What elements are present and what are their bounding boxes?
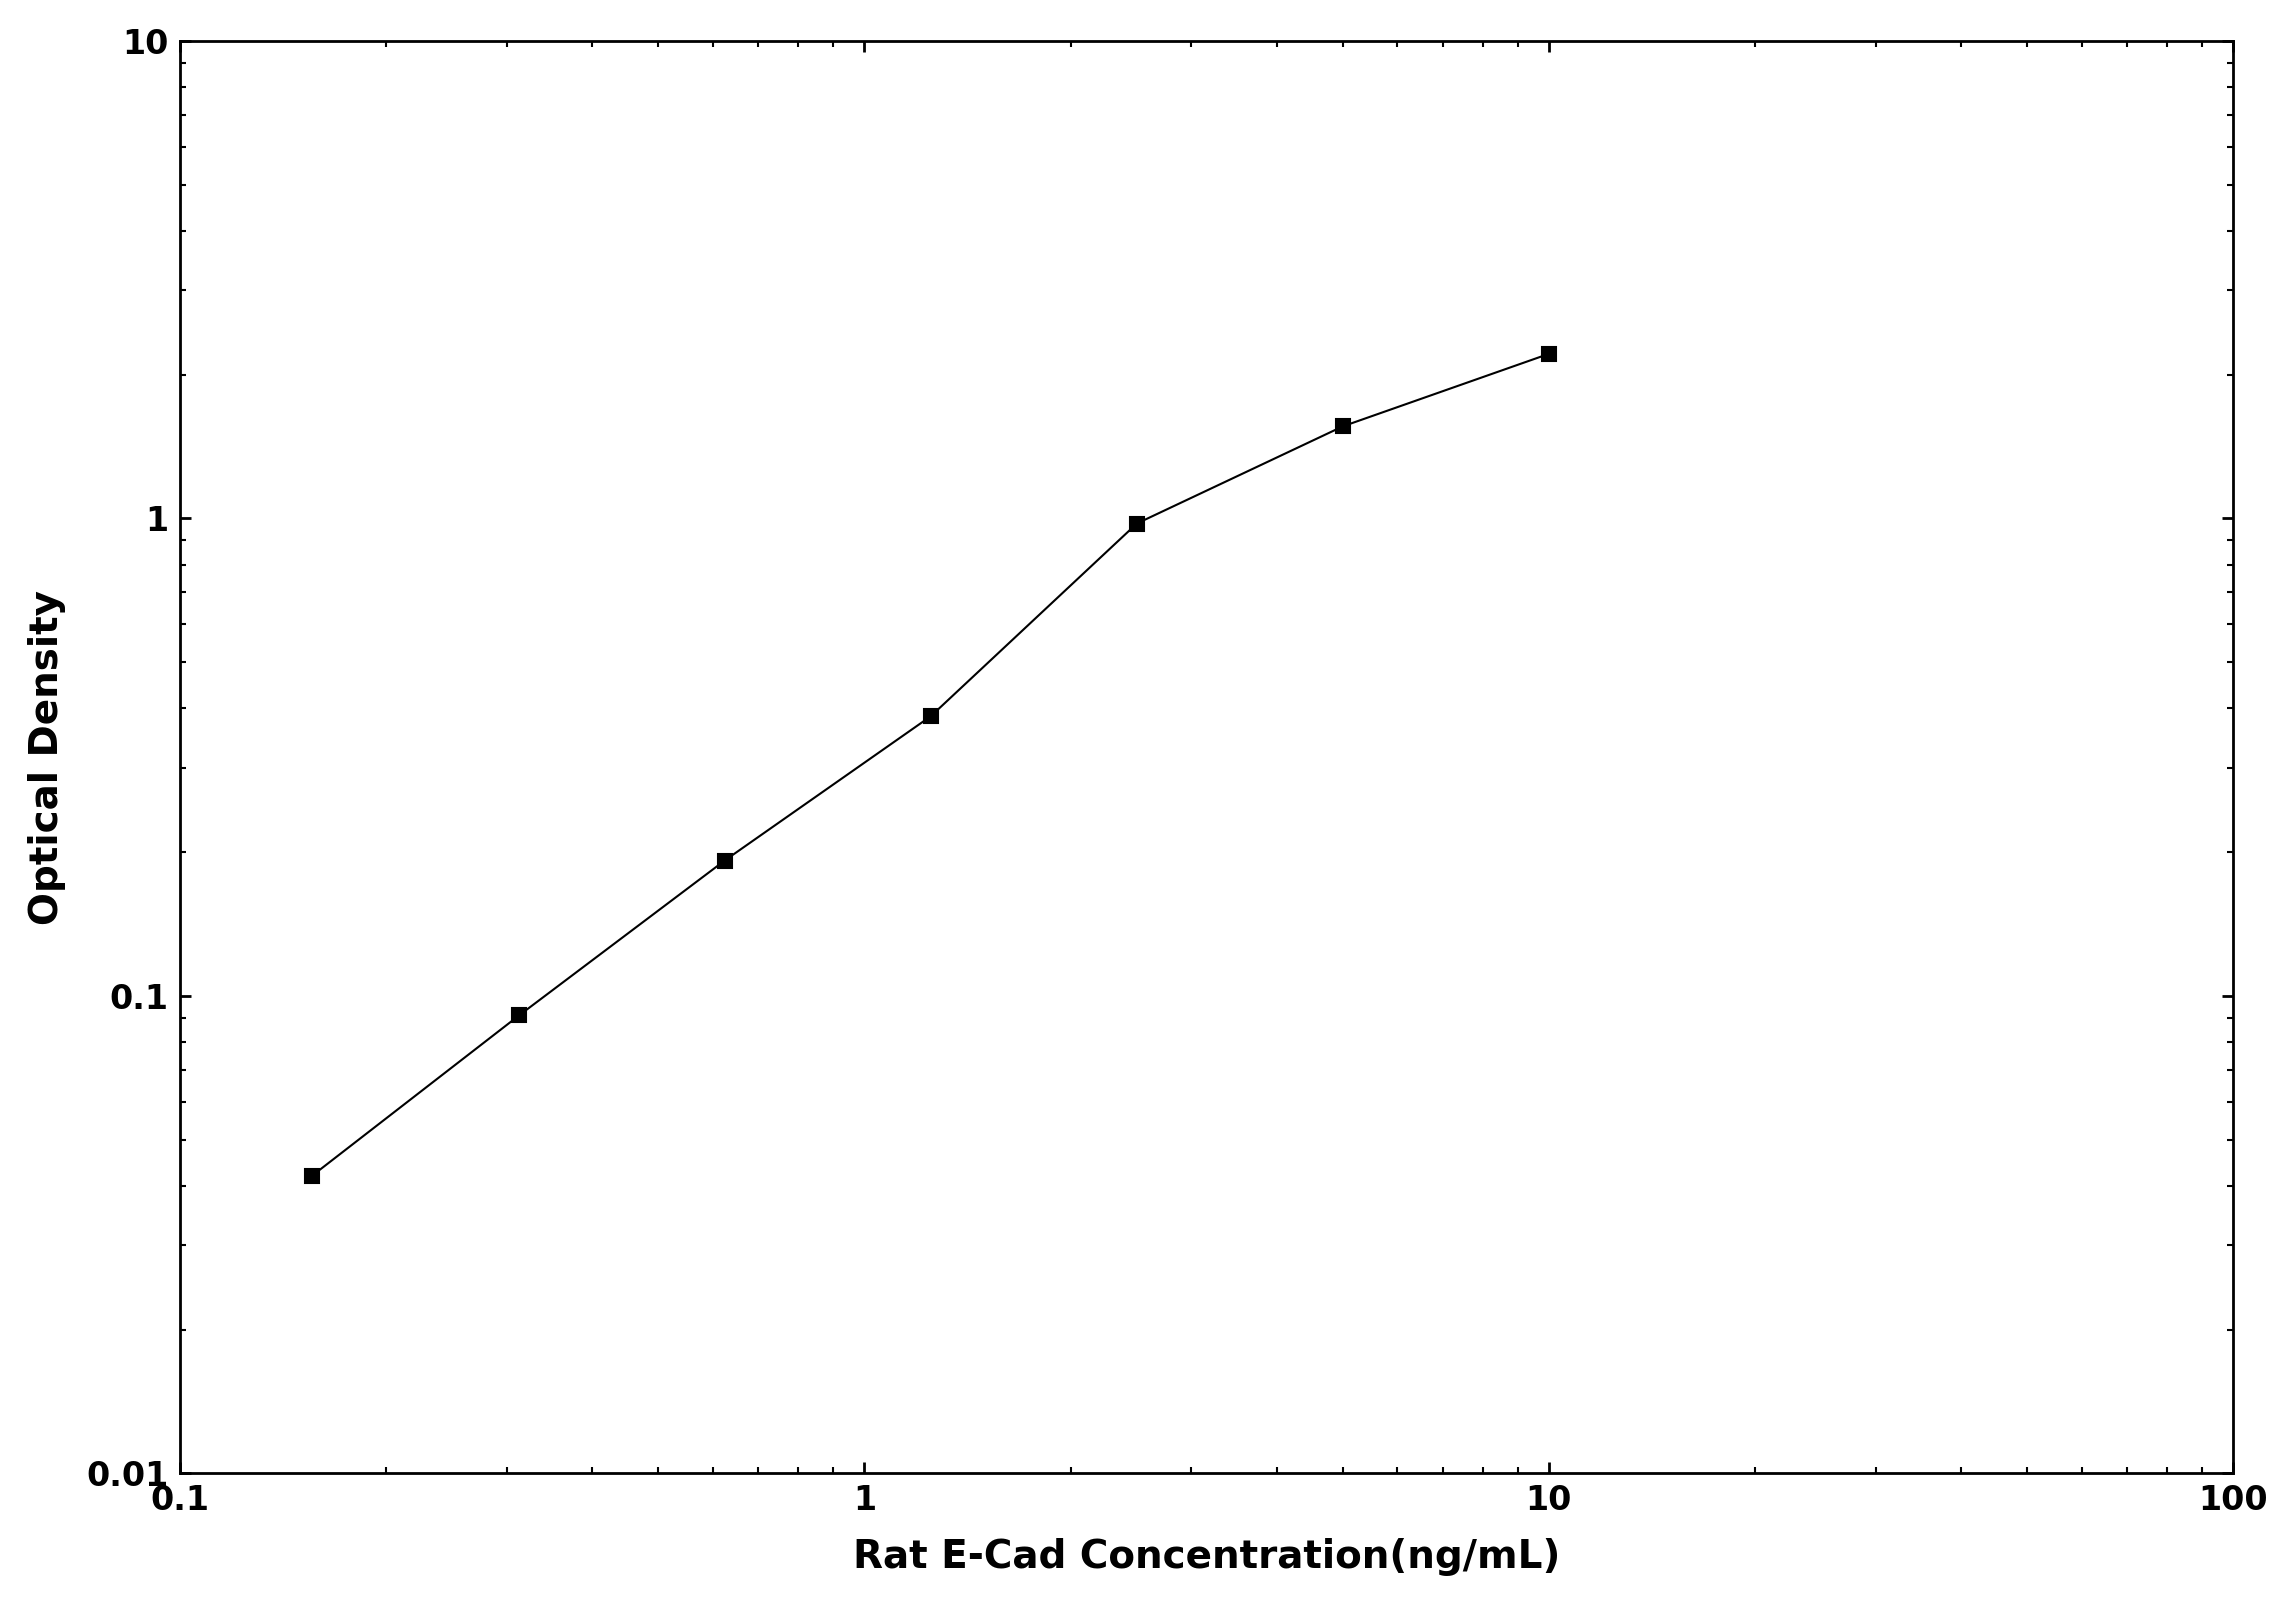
X-axis label: Rat E-Cad Concentration(ng/mL): Rat E-Cad Concentration(ng/mL) xyxy=(854,1538,1561,1577)
Y-axis label: Optical Density: Optical Density xyxy=(28,590,67,924)
